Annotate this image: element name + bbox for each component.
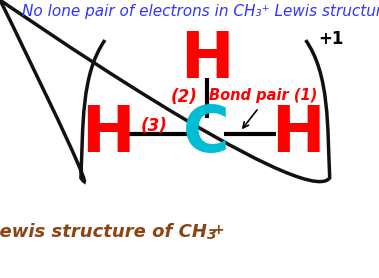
Text: +: +: [213, 224, 224, 237]
Text: 3: 3: [207, 228, 216, 242]
Text: H: H: [180, 29, 233, 91]
Text: H: H: [81, 103, 135, 165]
Text: (2): (2): [171, 88, 197, 106]
Text: Bond pair (1): Bond pair (1): [209, 88, 317, 103]
Text: H: H: [271, 103, 324, 165]
Text: +1: +1: [318, 30, 344, 48]
Text: (3): (3): [141, 117, 168, 135]
Text: Lewis structure of CH: Lewis structure of CH: [0, 223, 207, 241]
Text: C: C: [183, 103, 230, 165]
Text: No lone pair of electrons in CH₃⁺ Lewis structure: No lone pair of electrons in CH₃⁺ Lewis …: [22, 4, 379, 19]
